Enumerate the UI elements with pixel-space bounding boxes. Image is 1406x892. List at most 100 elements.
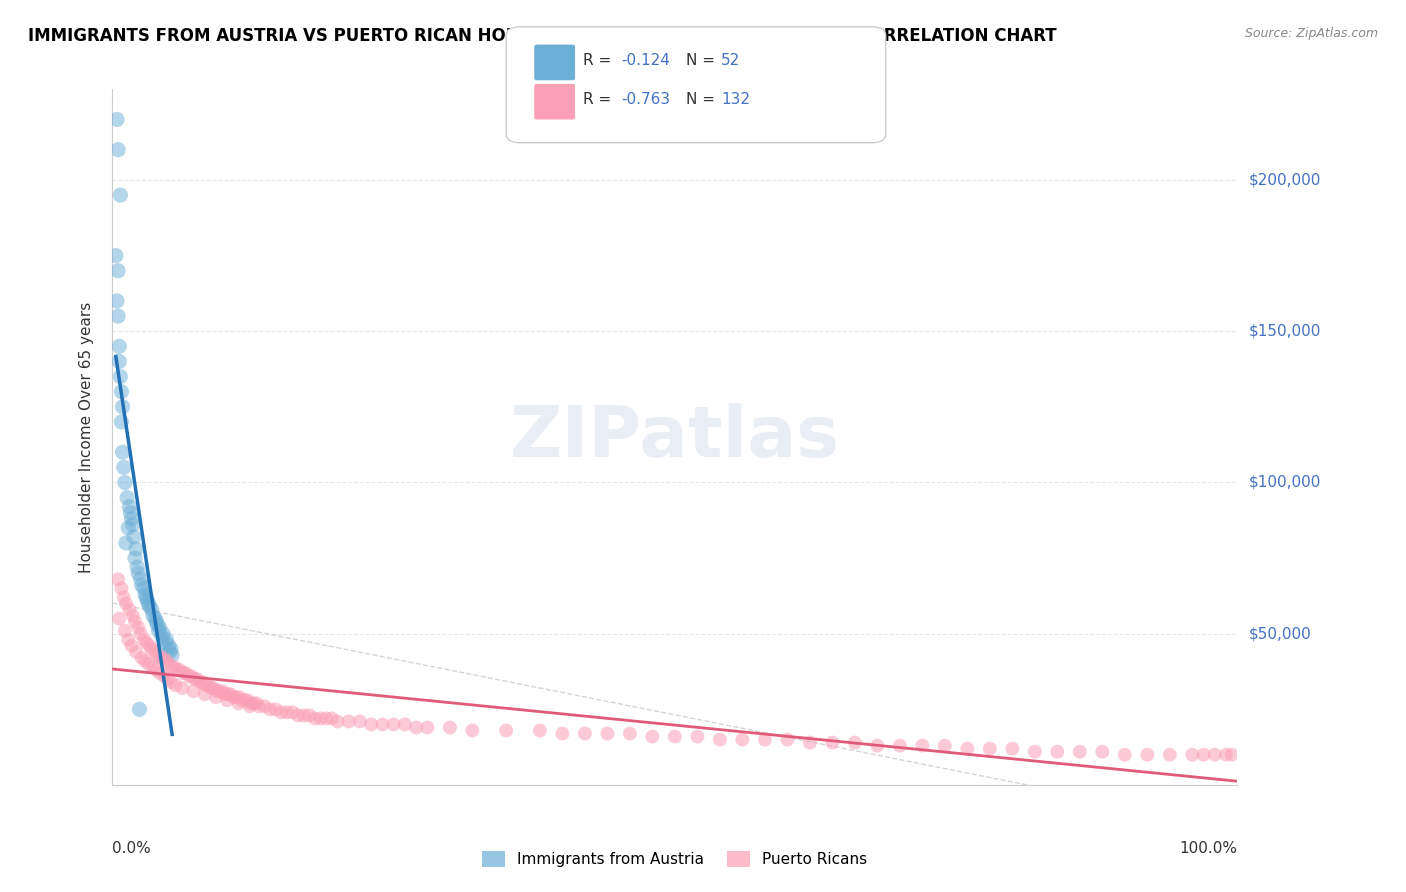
- Point: [138, 599, 160, 614]
- Point: [138, 597, 160, 611]
- Point: [127, 566, 149, 581]
- Point: [236, 693, 259, 707]
- Point: [155, 632, 177, 647]
- Point: [799, 736, 821, 750]
- Point: [1136, 747, 1159, 762]
- Point: [304, 711, 326, 725]
- Point: [1181, 747, 1204, 762]
- Point: [242, 696, 264, 710]
- Text: 132: 132: [721, 93, 751, 107]
- Point: [276, 706, 298, 720]
- Point: [287, 708, 309, 723]
- Point: [145, 615, 167, 629]
- Point: [337, 714, 360, 729]
- Point: [149, 666, 172, 681]
- Point: [219, 687, 242, 701]
- Point: [120, 506, 142, 520]
- Point: [844, 736, 866, 750]
- Point: [979, 741, 1001, 756]
- Point: [160, 675, 183, 690]
- Point: [360, 717, 382, 731]
- Point: [143, 611, 166, 625]
- Point: [228, 690, 250, 705]
- Point: [309, 711, 332, 725]
- Point: [149, 621, 172, 635]
- Point: [114, 624, 136, 638]
- Point: [1220, 747, 1243, 762]
- Point: [157, 657, 180, 671]
- Point: [439, 721, 461, 735]
- Point: [934, 739, 956, 753]
- Point: [194, 687, 217, 701]
- Point: [186, 672, 208, 686]
- Point: [619, 726, 641, 740]
- Point: [461, 723, 484, 738]
- Point: [110, 384, 132, 399]
- Point: [128, 702, 150, 716]
- Point: [1046, 745, 1069, 759]
- Point: [194, 678, 217, 692]
- Point: [105, 293, 128, 308]
- Text: -0.124: -0.124: [621, 54, 671, 68]
- Point: [124, 551, 146, 566]
- Point: [205, 684, 228, 698]
- Point: [1114, 747, 1136, 762]
- Point: [104, 249, 127, 263]
- Point: [138, 639, 160, 653]
- Point: [239, 696, 262, 710]
- Point: [132, 632, 155, 647]
- Point: [574, 726, 596, 740]
- Point: [183, 684, 205, 698]
- Legend: Immigrants from Austria, Puerto Ricans: Immigrants from Austria, Puerto Ricans: [475, 844, 875, 875]
- Point: [160, 660, 183, 674]
- Point: [142, 660, 165, 674]
- Point: [121, 517, 143, 532]
- Text: R =: R =: [583, 54, 617, 68]
- Point: [596, 726, 619, 740]
- Point: [239, 699, 262, 714]
- Point: [382, 717, 405, 731]
- Point: [148, 624, 170, 638]
- Point: [132, 582, 155, 596]
- Point: [228, 696, 250, 710]
- Point: [866, 739, 889, 753]
- Point: [200, 681, 222, 695]
- Point: [321, 711, 343, 725]
- Point: [136, 593, 159, 607]
- Point: [709, 732, 731, 747]
- Point: [149, 651, 172, 665]
- Point: [180, 669, 202, 683]
- Text: $100,000: $100,000: [1249, 475, 1320, 490]
- Text: 100.0%: 100.0%: [1180, 840, 1237, 855]
- Point: [155, 654, 177, 668]
- Point: [245, 696, 267, 710]
- Point: [394, 717, 416, 731]
- Point: [110, 415, 132, 429]
- Point: [107, 309, 129, 323]
- Point: [156, 672, 179, 686]
- Point: [551, 726, 574, 740]
- Point: [107, 143, 129, 157]
- Point: [163, 660, 186, 674]
- Point: [152, 626, 174, 640]
- Point: [135, 591, 157, 605]
- Point: [754, 732, 776, 747]
- Point: [160, 648, 183, 662]
- Point: [405, 721, 427, 735]
- Point: [146, 617, 169, 632]
- Point: [281, 706, 304, 720]
- Point: [259, 702, 281, 716]
- Point: [1215, 747, 1237, 762]
- Point: [222, 690, 245, 705]
- Point: [118, 500, 141, 514]
- Point: [188, 675, 211, 690]
- Point: [127, 560, 149, 574]
- Point: [124, 615, 146, 629]
- Point: [247, 699, 270, 714]
- Point: [202, 681, 225, 695]
- Point: [155, 636, 177, 650]
- Point: [664, 730, 686, 744]
- Point: [129, 572, 152, 586]
- Point: [121, 608, 143, 623]
- Point: [1091, 745, 1114, 759]
